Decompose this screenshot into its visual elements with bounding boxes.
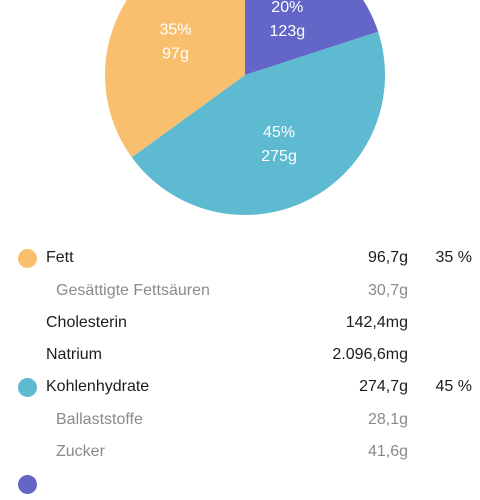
nutrient-name: Kohlenhydrate: [46, 378, 150, 395]
nutrient-row[interactable]: Ballaststoffe 28,1g: [0, 404, 480, 436]
pie-label-percent-fett: 35%: [159, 22, 191, 39]
nutrient-name: Gesättigte Fettsäuren: [56, 282, 210, 299]
nutrient-row[interactable]: Natrium 2.096,6mg: [0, 339, 480, 371]
nutrient-name: Zucker: [56, 443, 105, 460]
nutrient-color-dot: [18, 249, 37, 268]
pie-chart-svg: 20% 123g 45% 275g 35% 97g: [105, 0, 385, 215]
pie-label-amount-kohlenhydrate: 275g: [261, 148, 297, 165]
nutrient-amount: 2.096,6mg: [332, 346, 408, 363]
pie-slice-eiweiß: [245, 0, 379, 75]
pie-slice-fett: [105, 0, 245, 158]
pie-slice-kohlenhydrate: [131, 31, 385, 215]
nutrient-name: Natrium: [46, 346, 103, 363]
nutrient-amount: 41,6g: [367, 443, 408, 460]
nutrient-amount: 96,7g: [367, 249, 408, 266]
nutrient-amount: 142,4mg: [345, 314, 408, 331]
nutrient-name: Ballaststoffe: [56, 411, 143, 428]
nutrient-row[interactable]: Gesättigte Fettsäuren 30,7g: [0, 275, 480, 307]
nutrient-percent: 45 %: [435, 378, 472, 395]
nutrient-row[interactable]: Kohlenhydrate 274,7g 45 %: [0, 371, 480, 403]
macro-pie-chart: 20% 123g 45% 275g 35% 97g: [0, 0, 480, 230]
pie-label-percent-kohlenhydrate: 45%: [263, 124, 295, 141]
pie-label-percent-eiweiß: 20%: [271, 0, 303, 16]
pie-label-amount-eiweiß: 123g: [270, 23, 306, 40]
nutrient-percent: 35 %: [435, 249, 472, 266]
nutrient-color-dot: [18, 475, 37, 494]
nutrient-amount: 30,7g: [367, 282, 408, 299]
nutrient-row[interactable]: Cholesterin 142,4mg: [0, 307, 480, 339]
nutrient-row[interactable]: [0, 468, 480, 500]
nutrient-row[interactable]: Fett 96,7g 35 %: [0, 242, 480, 274]
nutrient-amount: 274,7g: [359, 378, 408, 395]
nutrient-row[interactable]: Zucker 41,6g: [0, 436, 480, 468]
nutrient-name: Fett: [46, 249, 74, 266]
nutrient-amount: 28,1g: [367, 411, 408, 428]
pie-label-amount-fett: 97g: [162, 46, 189, 63]
nutrient-name: Cholesterin: [46, 314, 127, 331]
nutrient-color-dot: [18, 378, 37, 397]
